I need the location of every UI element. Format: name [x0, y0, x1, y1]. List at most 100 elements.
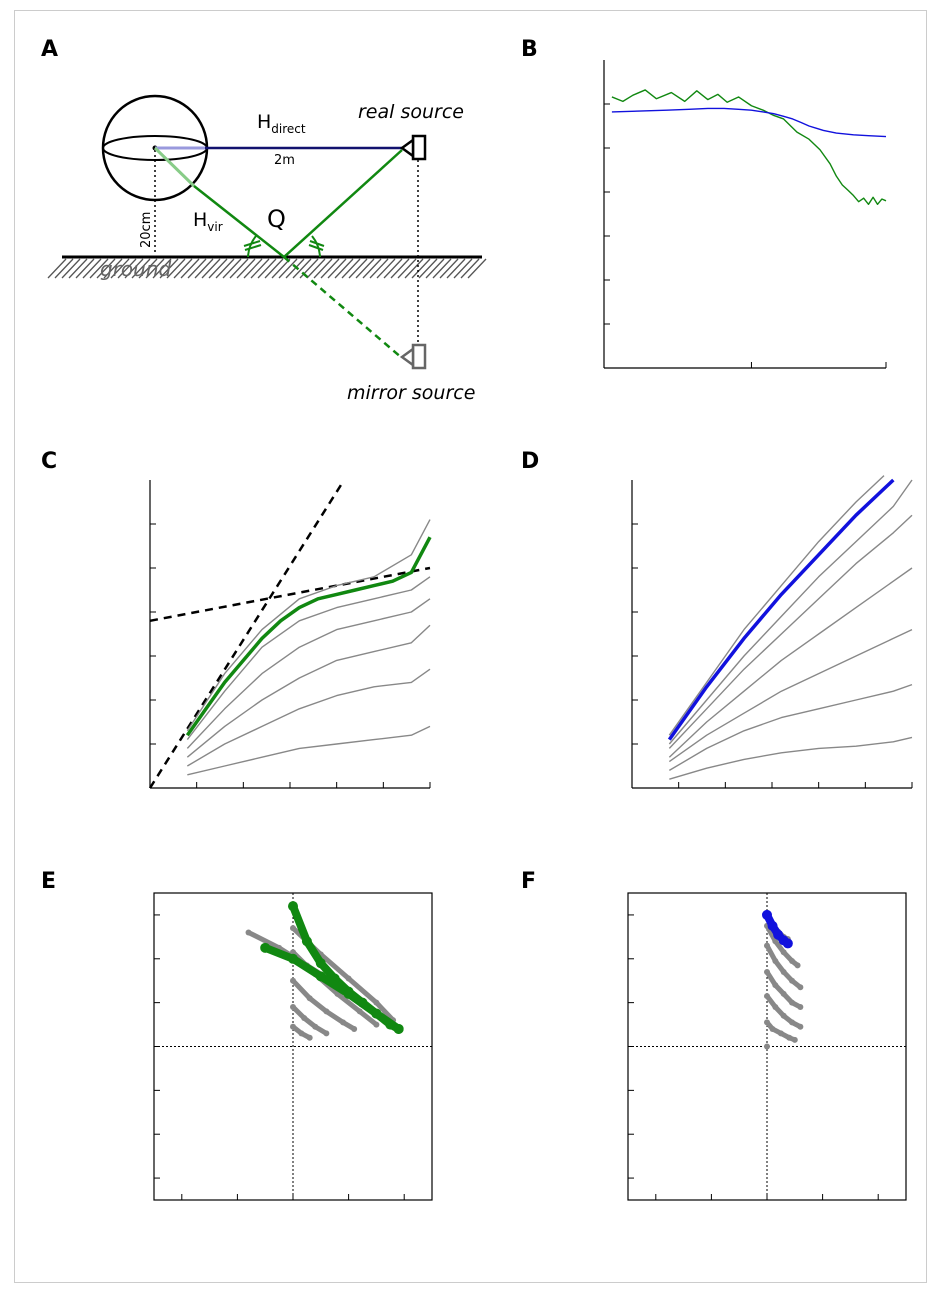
panel-f-cd-cp-without-ground-chart	[627, 892, 907, 1201]
data-series-line	[186, 624, 431, 758]
h-vir-label: Hvir	[193, 209, 223, 234]
data-point	[764, 968, 770, 975]
data-series-line	[186, 576, 431, 741]
data-point	[340, 1019, 347, 1026]
data-series-line	[186, 668, 431, 767]
real-source-label: real source	[358, 101, 464, 123]
data-point	[290, 977, 296, 984]
dashed-guide-line	[148, 483, 343, 789]
data-point	[245, 929, 252, 936]
data-point	[323, 1030, 330, 1037]
speaker-icon	[399, 134, 427, 161]
data-point	[260, 942, 271, 953]
data-point	[764, 942, 770, 949]
mirror-path	[283, 256, 403, 359]
dashed-guide-line	[149, 566, 431, 623]
data-point	[772, 1004, 779, 1011]
data-point	[780, 990, 787, 997]
data-point	[345, 975, 352, 982]
data-point	[772, 982, 779, 989]
data-point	[789, 1019, 796, 1026]
panel-label-e: E	[41, 869, 56, 894]
data-point	[301, 1014, 308, 1021]
data-series-line	[668, 514, 913, 749]
data-point	[772, 938, 779, 945]
data-point	[764, 1019, 770, 1026]
data-series-line	[667, 478, 895, 741]
data-point	[767, 920, 778, 931]
data-series-line	[186, 519, 431, 732]
data-point	[315, 971, 326, 982]
data-point	[290, 925, 296, 932]
data-point	[298, 1030, 305, 1037]
panel-label-f: F	[521, 869, 536, 894]
data-point	[288, 901, 298, 912]
panel-label-a: A	[41, 37, 58, 62]
data-point	[312, 1023, 319, 1030]
data-point	[786, 1034, 793, 1041]
angle-arc-right	[311, 235, 321, 258]
data-series-line	[611, 107, 887, 138]
data-point	[789, 999, 796, 1006]
data-series-line	[185, 536, 432, 737]
data-point	[323, 1008, 330, 1015]
mirror-speaker-icon	[399, 343, 427, 370]
data-series-line	[290, 1004, 329, 1036]
data-point	[797, 1004, 804, 1011]
data-point	[772, 957, 779, 964]
panel-b-itd-chart	[603, 60, 887, 369]
panel-e-cd-cp-with-ground-chart	[153, 892, 433, 1201]
data-series-line	[669, 736, 913, 780]
reflected-path-inside	[153, 146, 196, 188]
data-point	[769, 1025, 776, 1032]
data-series-line	[668, 683, 913, 772]
data-series-line	[186, 598, 431, 749]
data-series-line	[668, 479, 913, 745]
ground-label: ground	[100, 257, 172, 281]
data-point	[356, 1008, 363, 1015]
panel-label-b: B	[521, 37, 538, 62]
data-point	[373, 1021, 380, 1028]
panel-label-c: C	[41, 449, 57, 474]
data-series-line	[764, 993, 803, 1030]
data-point	[343, 988, 354, 999]
data-point	[288, 953, 298, 964]
data-series-line	[668, 475, 885, 736]
data-point	[306, 1034, 313, 1041]
distance-label: 2m	[274, 153, 295, 168]
data-point	[782, 938, 793, 949]
reflected-path-in	[193, 185, 285, 258]
h-direct-label: Hdirect	[257, 111, 306, 136]
data-point	[290, 949, 296, 956]
data-point	[762, 909, 772, 920]
page-border	[14, 10, 927, 1283]
data-point	[764, 993, 770, 1000]
data-point	[777, 1030, 784, 1037]
data-series-line	[668, 567, 913, 758]
data-point	[780, 968, 787, 975]
data-point	[794, 962, 801, 969]
panel-a-diagram: ground 20cm Hdirect 2m Hvir Q	[47, 94, 487, 404]
panel-c-ipd-with-ground-chart	[148, 480, 432, 789]
data-point	[373, 999, 380, 1006]
height-label: 20cm	[139, 212, 154, 248]
data-point	[301, 936, 312, 947]
data-point	[797, 1023, 804, 1030]
data-point	[780, 949, 787, 956]
data-point	[290, 1004, 296, 1011]
data-series-line	[187, 725, 431, 776]
angle-arc-left	[247, 235, 257, 258]
mirror-source-label: mirror source	[347, 382, 475, 404]
data-point	[290, 1023, 296, 1030]
data-series-line	[668, 628, 913, 763]
panel-label-d: D	[521, 449, 539, 474]
data-point	[797, 984, 804, 991]
data-point	[789, 957, 796, 964]
data-point	[393, 1023, 404, 1034]
data-series-line	[611, 89, 887, 206]
reflected-path-out	[283, 149, 403, 258]
data-point	[371, 1008, 382, 1019]
data-point	[789, 977, 796, 984]
data-point	[764, 1043, 770, 1050]
